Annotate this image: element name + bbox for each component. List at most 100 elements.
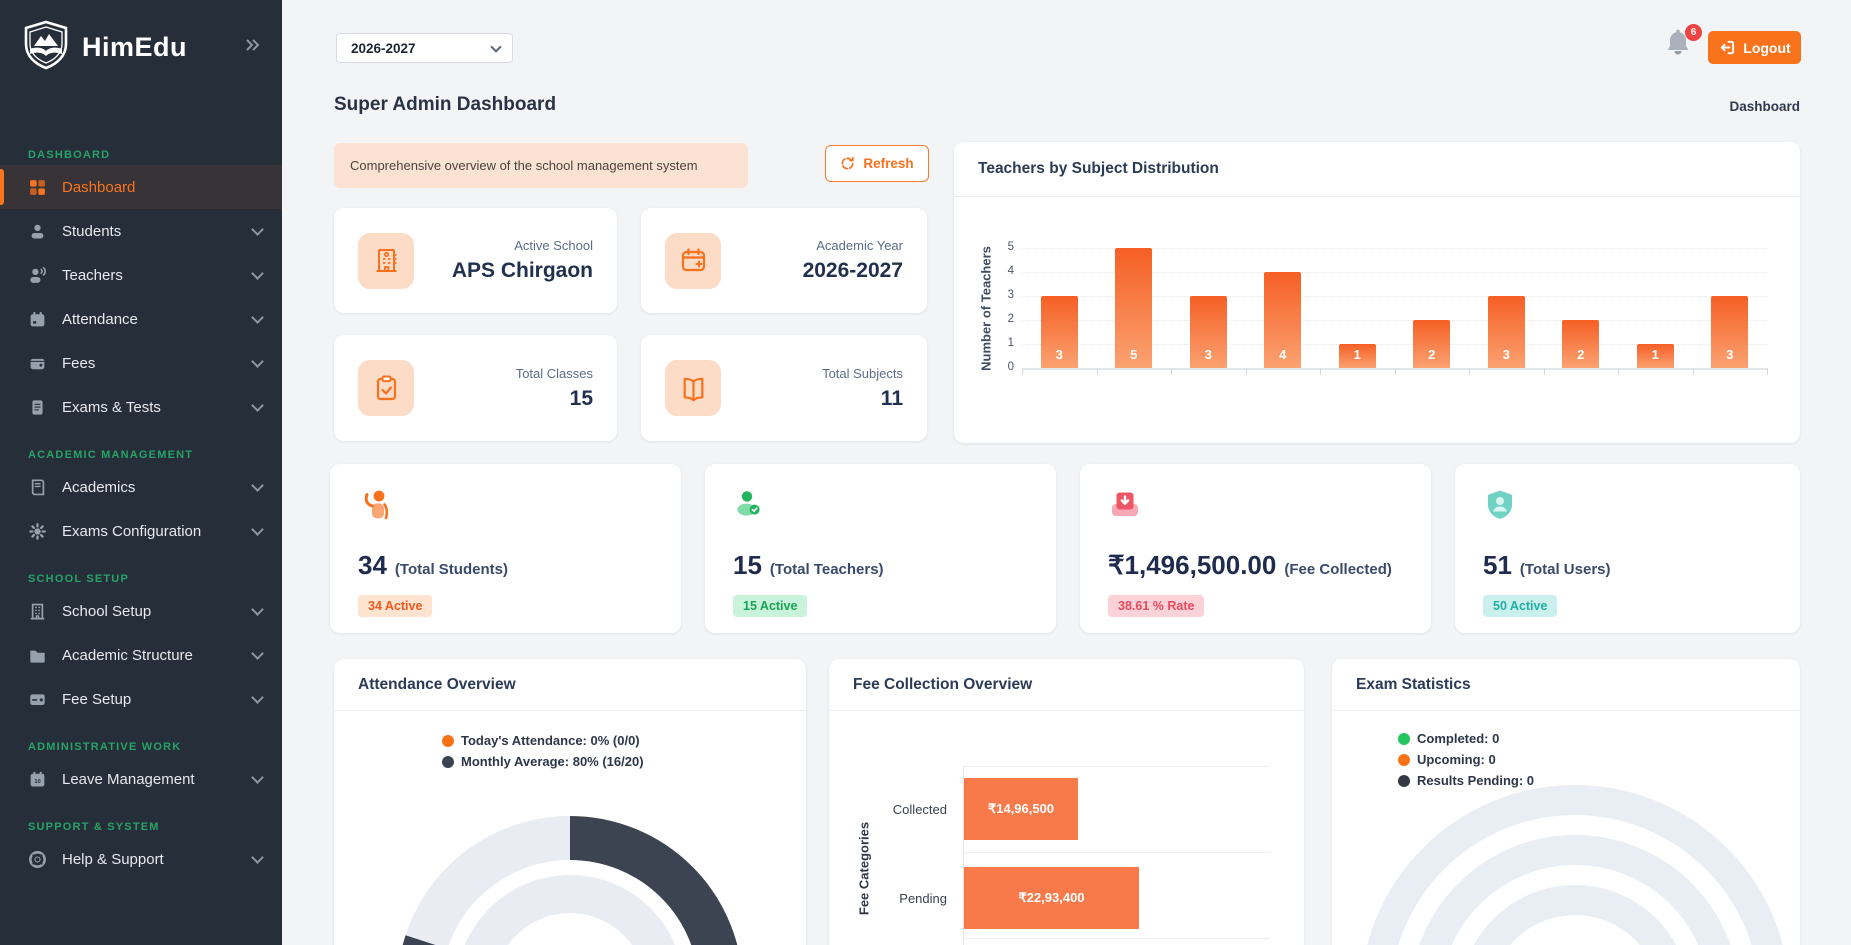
fee-bar-collected: ₹14,96,500: [964, 778, 1078, 840]
teachers-bar: 2: [1413, 320, 1451, 368]
file-icon: [28, 398, 47, 417]
bar-value-label: 1: [1651, 347, 1659, 362]
metric-badge: 50 Active: [1483, 595, 1558, 617]
fee-collection-card: Fee Collection Overview Fee Categories ₹…: [829, 659, 1304, 945]
y-axis-tick-label: 2: [1007, 313, 1014, 325]
chevron-down-icon: [251, 522, 264, 536]
legend-dot: [1398, 774, 1410, 787]
nav-section-label: SUPPORT & SYSTEM: [28, 821, 160, 833]
metric-label: (Total Students): [394, 561, 508, 578]
bar-value-label: 1: [1353, 347, 1361, 362]
sidebar-item-label: Academics: [62, 478, 136, 496]
teachers-bar: 3: [1040, 296, 1078, 368]
folder-icon: [28, 646, 47, 665]
metric-badge: 15 Active: [733, 595, 808, 617]
sidebar-item-label: School Setup: [62, 602, 152, 620]
sidebar-item-students[interactable]: Students: [0, 209, 282, 253]
breadcrumb[interactable]: Dashboard: [1729, 99, 1800, 114]
sidebar-item-label: Leave Management: [62, 770, 195, 788]
info-card-label: Academic Year: [816, 238, 903, 253]
metric-card--fee-collected-: ₹1,496,500.00 (Fee Collected) 38.61 % Rate: [1080, 464, 1431, 633]
legend-dot: [442, 734, 454, 747]
sidebar-item-fee-setup[interactable]: Fee Setup: [0, 677, 282, 721]
metric-badge: 34 Active: [358, 595, 433, 617]
legend-item: Monthly Average: 80% (16/20): [442, 754, 644, 769]
legend-item: Today's Attendance: 0% (0/0): [442, 733, 644, 748]
shield-user-icon: [1483, 488, 1772, 528]
sidebar-item-label: Exams & Tests: [62, 398, 161, 416]
bell-icon: [1667, 29, 1689, 55]
book-icon: [28, 478, 47, 497]
sidebar-item-help-support[interactable]: Help & Support: [0, 837, 282, 881]
attendance-card: Attendance Overview Today's Attendance: …: [334, 659, 806, 945]
exam-legend: Completed: 0 Upcoming: 0 Results Pending: …: [1398, 731, 1534, 788]
book-open-icon: [665, 360, 721, 416]
clipboard-check-icon: [358, 360, 414, 416]
lifebuoy-icon: [28, 850, 47, 869]
student-icon: [358, 488, 653, 528]
chevron-down-icon: [251, 478, 264, 492]
info-card-value: APS Chirgaon: [451, 259, 593, 282]
y-axis-tick-label: 0: [1007, 361, 1014, 373]
sidebar-collapse-icon[interactable]: [244, 38, 260, 57]
metric-label: (Total Users): [1519, 561, 1611, 578]
sidebar-item-label: Attendance: [62, 310, 138, 328]
info-card-total-classes: Total Classes 15: [334, 335, 617, 441]
sidebar-item-attendance[interactable]: Attendance: [0, 297, 282, 341]
sidebar-item-exams-tests[interactable]: Exams & Tests: [0, 385, 282, 429]
legend-item: Upcoming: 0: [1398, 752, 1534, 767]
overview-banner: Comprehensive overview of the school man…: [334, 143, 748, 188]
sidebar-item-label: Academic Structure: [62, 646, 193, 664]
sidebar-item-label: Teachers: [62, 266, 123, 284]
metric-value: 15: [733, 550, 762, 580]
bar-value-label: 5: [1130, 347, 1138, 362]
refresh-button[interactable]: Refresh: [825, 145, 929, 182]
sidebar-item-label: Dashboard: [62, 178, 136, 196]
sidebar-item-teachers[interactable]: Teachers: [0, 253, 282, 297]
teachers-bar-chart: 0 1 2 3 4 5 3 5 3 4 1 2 3 2 1 3 Number of Teachers: [954, 198, 1800, 443]
teachers-bar: 1: [1636, 344, 1674, 368]
y-axis-tick-label: 4: [1007, 265, 1014, 277]
exam-statistics-title: Exam Statistics: [1332, 659, 1800, 711]
metric-value: 51: [1483, 550, 1512, 580]
nav-section-label: ACADEMIC MANAGEMENT: [28, 449, 194, 461]
legend-item: Results Pending: 0: [1398, 773, 1534, 788]
fee-collection-title: Fee Collection Overview: [829, 659, 1304, 711]
chevron-down-icon: [251, 310, 264, 324]
teachers-bar: 3: [1189, 296, 1227, 368]
logout-button[interactable]: Logout: [1708, 31, 1801, 64]
chevron-down-icon: [251, 850, 264, 864]
legend-item: Completed: 0: [1398, 731, 1534, 746]
sidebar-item-fees[interactable]: Fees: [0, 341, 282, 385]
sidebar-item-exams-configuration[interactable]: Exams Configuration: [0, 509, 282, 553]
sidebar-item-leave-management[interactable]: 10 Leave Management: [0, 757, 282, 801]
info-card-value: 11: [880, 386, 903, 410]
sidebar-item-label: Help & Support: [62, 850, 164, 868]
chevron-down-icon: [251, 770, 264, 784]
page-title: Super Admin Dashboard: [334, 94, 557, 115]
metric-value: ₹1,496,500.00: [1108, 550, 1277, 580]
sidebar-item-academics[interactable]: Academics: [0, 465, 282, 509]
sidebar-item-dashboard[interactable]: Dashboard: [0, 165, 282, 209]
nav-section-label: ADMINISTRATIVE WORK: [28, 741, 182, 753]
fee-bar-pending: ₹22,93,400: [964, 867, 1139, 929]
nav-section-label: SCHOOL SETUP: [28, 573, 129, 585]
building-lg-icon: [358, 232, 414, 289]
chevron-down-icon: [251, 398, 264, 412]
info-card-label: Total Classes: [515, 365, 593, 381]
sidebar-item-academic-structure[interactable]: Academic Structure: [0, 633, 282, 677]
notification-bell[interactable]: 6: [1664, 24, 1702, 64]
academic-year-select[interactable]: 2026-2027: [336, 33, 513, 63]
legend-label: Results Pending: 0: [1417, 773, 1535, 788]
legend-label: Completed: 0: [1417, 731, 1500, 746]
exam-statistics-card: Exam Statistics Completed: 0 Upcoming: 0 R…: [1332, 659, 1800, 945]
legend-dot: [1398, 753, 1410, 766]
metric-card--total-users-: 51 (Total Users) 50 Active: [1455, 464, 1800, 633]
sidebar-item-school-setup[interactable]: School Setup: [0, 589, 282, 633]
legend-label: Today's Attendance: 0% (0/0): [461, 733, 640, 748]
teacher-check-icon: [733, 488, 1028, 528]
bar-value-label: 3: [1502, 347, 1510, 362]
bar-value-label: 3: [1204, 347, 1212, 362]
fee-category-label: Collected: [892, 802, 947, 817]
fee-bar-chart: Fee Categories ₹14,96,500 Collected ₹22,93…: [829, 711, 1304, 945]
